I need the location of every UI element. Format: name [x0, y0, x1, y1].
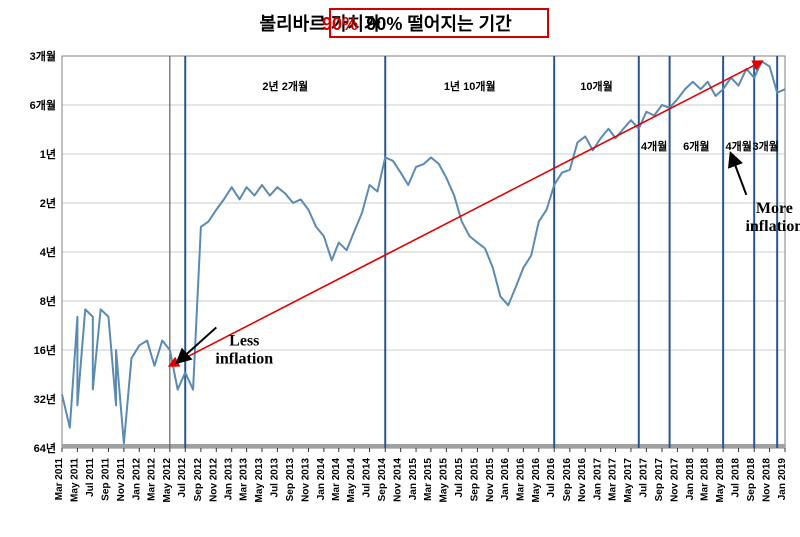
- x-tick-label: Nov 2014: [393, 458, 404, 502]
- y-tick-label: 64년: [34, 441, 56, 455]
- y-tick-label: 2년: [40, 196, 56, 210]
- bolivar-chart: 3개월 6개월 1년 2년 4년 8년 16년 32년 64년 2년 2개월 1년 10개월 10개월…: [0, 0, 800, 537]
- segment-label: 10개월: [580, 79, 612, 93]
- x-tick-label: Sep 2018: [746, 458, 757, 502]
- x-tick-label: Jul 2015: [454, 458, 465, 498]
- x-tick-label: Mar 2018: [700, 458, 711, 501]
- segment-label: 6개월: [683, 139, 709, 153]
- segment-label: 1년 10개월: [444, 79, 496, 93]
- y-tick-label: 4년: [40, 245, 56, 259]
- x-tick-label: Sep 2015: [469, 458, 480, 502]
- x-tick-label: Sep 2016: [562, 458, 573, 502]
- x-tick-label: Jul 2014: [362, 458, 373, 498]
- x-tick-label: Jul 2016: [546, 458, 557, 498]
- title-boxed-highlight: 90%: [322, 14, 358, 34]
- x-tick-label: Jan 2017: [593, 458, 604, 501]
- x-tick-label: Nov 2015: [485, 458, 496, 502]
- segment-label: 4개월: [641, 139, 667, 153]
- segment-label: 3개월: [753, 139, 779, 153]
- x-tick-label: Sep 2013: [285, 458, 296, 502]
- chart-title-main: 볼리바르 가치가: [260, 14, 381, 34]
- x-tick-label: Nov 2018: [762, 458, 773, 502]
- y-tick-label: 1년: [40, 147, 56, 161]
- x-tick-label: May 2013: [254, 458, 265, 503]
- segment-label: 4개월: [725, 139, 751, 153]
- x-tick-label: Jan 2018: [685, 458, 696, 501]
- x-tick-label: Jan 2015: [408, 458, 419, 501]
- x-tick-label: Mar 2011: [54, 458, 65, 501]
- x-tick-label: Nov 2016: [577, 458, 588, 502]
- x-tick-label: Mar 2014: [331, 458, 342, 501]
- x-tick-label: Sep 2014: [377, 458, 388, 502]
- x-tick-label: Mar 2013: [239, 458, 250, 501]
- x-tick-label: Sep 2017: [654, 458, 665, 502]
- x-tick-label: Sep 2011: [100, 458, 111, 501]
- x-tick-label: Jul 2011: [85, 458, 96, 497]
- x-tick-label: Jan 2012: [131, 458, 142, 501]
- x-tick-label: Nov 2012: [208, 458, 219, 502]
- x-tick-label: May 2015: [438, 458, 449, 503]
- y-tick-label: 8년: [40, 294, 56, 308]
- x-tick-label: May 2014: [346, 458, 357, 503]
- y-tick-label: 3개월: [30, 49, 56, 63]
- x-tick-label: Jan 2013: [224, 458, 235, 501]
- x-tick-label: Mar 2016: [515, 458, 526, 501]
- x-tick-label: Jul 2018: [731, 458, 742, 498]
- x-tick-label: May 2017: [623, 458, 634, 503]
- segment-label: 2년 2개월: [262, 79, 308, 93]
- annotation-label: inflation: [215, 350, 273, 367]
- x-tick-label: May 2011: [69, 458, 80, 502]
- x-tick-label: Nov 2013: [300, 458, 311, 502]
- x-tick-label: May 2016: [531, 458, 542, 503]
- annotation-label: Less: [229, 332, 259, 349]
- x-tick-label: Mar 2017: [608, 458, 619, 501]
- x-tick-label: Sep 2012: [193, 458, 204, 502]
- x-tick-label: Mar 2015: [423, 458, 434, 501]
- x-tick-label: Jan 2016: [500, 458, 511, 501]
- y-tick-label: 32년: [34, 392, 56, 406]
- x-tick-label: Mar 2012: [146, 458, 157, 501]
- annotation-label: inflation: [745, 218, 800, 235]
- x-tick-label: May 2018: [715, 458, 726, 503]
- x-tick-label: Nov 2011: [116, 458, 127, 502]
- y-tick-label: 6개월: [30, 98, 56, 112]
- annotation-label: More: [756, 200, 793, 217]
- x-tick-label: May 2012: [162, 458, 173, 503]
- y-tick-label: 16년: [34, 343, 56, 357]
- x-tick-label: Jan 2019: [777, 458, 788, 501]
- x-tick-label: Nov 2017: [669, 458, 680, 502]
- x-tick-label: Jul 2013: [269, 458, 280, 498]
- x-tick-label: Jul 2017: [638, 458, 649, 498]
- x-tick-label: Jan 2014: [316, 458, 327, 501]
- x-tick-label: Jul 2012: [177, 458, 188, 498]
- chart-title-boxed: 90% 떨어지는 기간: [366, 14, 512, 34]
